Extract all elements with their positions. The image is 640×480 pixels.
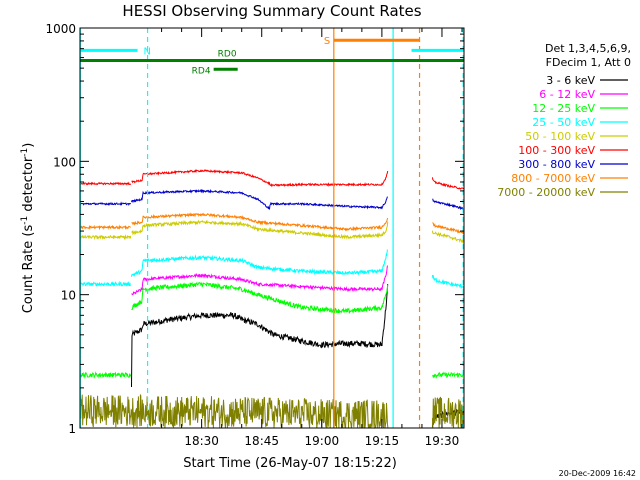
series-100-300-kev (79, 169, 464, 190)
legend: Det 1,3,4,5,6,9, FDecim 1, Att 0 3 - 6 k… (497, 42, 631, 199)
y-tick-label-2: 100 (53, 155, 76, 169)
plot-frame (79, 27, 465, 429)
y-axis-label: Count Rate (s-1 detector-1) (20, 143, 36, 314)
series-line-3-0 (79, 280, 132, 288)
series-line-4-0 (79, 234, 132, 241)
series-line-1-0 (131, 265, 389, 296)
series-line-6-0 (79, 201, 132, 206)
series-800-7000-kev (80, 212, 465, 235)
series-line-8-1 (431, 396, 465, 429)
axis-ticks: 18:30 18:45 19:00 19:15 19:30 1 10 100 1000 (45, 22, 464, 448)
x-tick-label-1: 18:45 (244, 434, 279, 448)
series-layer (79, 169, 465, 429)
series-12-25-kev (79, 281, 464, 379)
legend-label-3: 25 - 50 keV (532, 116, 595, 129)
series-line-4-1 (131, 219, 389, 240)
legend-label-6: 300 - 800 keV (518, 158, 595, 171)
series-line-6-1 (131, 188, 388, 210)
series-line-3-2 (431, 274, 465, 290)
series-50-100-kev (79, 219, 465, 244)
series-line-5-1 (131, 169, 389, 188)
series-line-5-2 (431, 177, 464, 190)
y-tick-label-1: 10 (61, 289, 76, 303)
series-7000-20000-kev (79, 393, 465, 429)
series-line-7-0 (80, 224, 131, 231)
x-tick-label-4: 19:30 (425, 434, 460, 448)
legend-label-4: 50 - 100 keV (525, 130, 595, 143)
series-25-50-kev (79, 249, 465, 290)
series-line-7-2 (432, 222, 465, 235)
series-line-2-1 (131, 281, 389, 315)
legend-label-2: 12 - 25 keV (532, 102, 595, 115)
series-line-7-1 (131, 212, 389, 232)
footer-timestamp: 20-Dec-2009 16:42 (559, 469, 636, 478)
series-line-5-0 (79, 181, 132, 186)
y-tick-label-3: 1000 (45, 22, 76, 36)
x-tick-label-2: 19:00 (305, 434, 340, 448)
series-line-8-0 (79, 393, 389, 429)
series-line-0-0 (131, 284, 389, 388)
x-tick-label-0: 18:30 (184, 434, 219, 448)
legend-label-1: 6 - 12 keV (539, 88, 595, 101)
series-line-6-2 (432, 198, 464, 211)
series-line-2-2 (432, 371, 464, 379)
n-label: N (144, 46, 151, 57)
x-tick-label-3: 19:15 (365, 434, 400, 448)
series-line-2-0 (79, 371, 132, 379)
rd4-label: RD4 (192, 66, 211, 76)
chart-title: HESSI Observing Summary Count Rates (122, 2, 421, 20)
legend-label-7: 800 - 7000 keV (511, 172, 595, 185)
legend-label-5: 100 - 300 keV (518, 144, 595, 157)
legend-header-line-1: Det 1,3,4,5,6,9, (545, 42, 631, 55)
series-300-800-kev (79, 188, 464, 211)
legend-label-8: 7000 - 20000 keV (497, 186, 595, 199)
series-6-12-kev (131, 265, 389, 296)
legend-header-line-2: FDecim 1, Att 0 (546, 56, 631, 69)
x-axis-label: Start Time (26-May-07 18:15:22) (183, 456, 397, 471)
annotation-layer: N S RD4 RD0 (79, 28, 464, 428)
legend-label-0: 3 - 6 keV (546, 74, 595, 87)
rd0-label: RD0 (218, 50, 237, 60)
series-line-4-2 (431, 230, 465, 244)
s-label: S (324, 36, 330, 47)
y-tick-label-0: 1 (68, 422, 76, 436)
series-line-3-1 (131, 249, 389, 277)
